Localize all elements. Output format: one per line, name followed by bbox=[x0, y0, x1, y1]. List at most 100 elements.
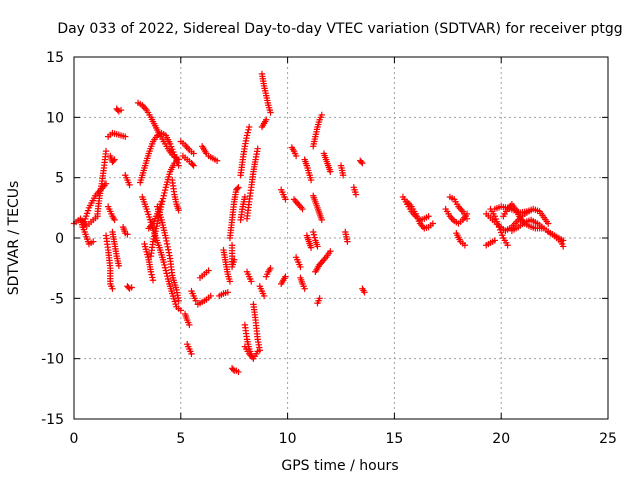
data-point-marker bbox=[83, 212, 90, 220]
data-point-marker bbox=[163, 237, 170, 245]
data-point-marker bbox=[190, 162, 197, 169]
data-point-marker bbox=[142, 105, 149, 112]
data-point-marker bbox=[190, 150, 197, 157]
x-tick-label: 15 bbox=[385, 431, 403, 447]
data-point-marker bbox=[263, 116, 270, 123]
data-point-marker bbox=[245, 123, 253, 131]
grid-lines bbox=[74, 57, 608, 419]
data-point-marker bbox=[241, 193, 249, 201]
data-point-marker bbox=[307, 244, 315, 251]
data-point-marker bbox=[161, 186, 169, 194]
y-tick-label: -15 bbox=[41, 412, 64, 428]
data-point-marker bbox=[122, 133, 129, 140]
data-point-marker bbox=[296, 202, 303, 210]
y-tick-label: 15 bbox=[46, 50, 64, 66]
x-tick-label: 0 bbox=[70, 431, 79, 447]
data-point-marker bbox=[327, 248, 334, 255]
data-point-marker bbox=[321, 255, 328, 263]
data-point-marker bbox=[126, 181, 133, 189]
data-point-marker bbox=[175, 156, 182, 163]
data-point-marker bbox=[301, 285, 308, 292]
data-point-marker bbox=[456, 205, 464, 212]
data-point-marker bbox=[207, 292, 214, 300]
data-point-marker bbox=[109, 285, 116, 292]
data-point-marker bbox=[158, 201, 165, 208]
y-tick-label: 5 bbox=[55, 171, 64, 187]
data-point-marker bbox=[327, 168, 334, 175]
x-tick-label: 10 bbox=[279, 431, 297, 447]
data-point-marker bbox=[299, 205, 306, 213]
data-point-marker bbox=[504, 242, 511, 249]
y-tick-label: 10 bbox=[46, 110, 64, 126]
data-point-marker bbox=[295, 201, 302, 208]
x-tick-label: 5 bbox=[176, 431, 185, 447]
data-point-marker bbox=[149, 274, 156, 281]
data-point-marker bbox=[290, 196, 298, 203]
y-tick-label: -10 bbox=[41, 352, 64, 368]
data-point-marker bbox=[165, 246, 172, 253]
data-point-marker bbox=[314, 243, 321, 250]
data-point-marker bbox=[458, 206, 465, 214]
data-point-marker bbox=[164, 243, 171, 250]
data-point-marker bbox=[231, 256, 238, 263]
data-point-marker bbox=[166, 252, 173, 259]
data-point-marker bbox=[205, 267, 212, 274]
data-point-marker bbox=[310, 231, 318, 238]
data-point-marker bbox=[248, 353, 256, 361]
data-point-marker bbox=[188, 350, 195, 358]
data-point-marker bbox=[292, 152, 300, 160]
data-point-marker bbox=[183, 143, 190, 150]
data-point-marker bbox=[292, 197, 299, 205]
data-point-marker bbox=[297, 204, 305, 211]
chart-title: Day 033 of 2022, Sidereal Day-to-day VTE… bbox=[57, 21, 622, 37]
data-point-marker bbox=[226, 278, 234, 285]
data-point-marker bbox=[406, 201, 414, 209]
data-point-marker bbox=[184, 145, 192, 152]
data-point-marker bbox=[448, 214, 455, 222]
data-point-marker bbox=[160, 192, 167, 199]
data-point-marker bbox=[544, 220, 552, 227]
data-point-marker bbox=[229, 366, 237, 373]
data-point-marker bbox=[267, 109, 274, 116]
data-point-marker bbox=[163, 270, 170, 277]
data-point-marker bbox=[177, 307, 184, 314]
x-tick-label: 20 bbox=[492, 431, 510, 447]
data-point-marker bbox=[234, 185, 241, 192]
data-point-marker bbox=[175, 297, 182, 304]
data-point-marker bbox=[307, 176, 315, 184]
data-point-marker bbox=[463, 215, 471, 222]
data-point-marker bbox=[248, 278, 255, 285]
data-point-marker bbox=[189, 161, 196, 168]
data-point-marker bbox=[352, 191, 360, 198]
data-point-marker bbox=[429, 220, 437, 227]
data-point-marker bbox=[361, 289, 368, 296]
data-point-marker bbox=[316, 295, 323, 302]
data-point-marker bbox=[282, 273, 289, 280]
data-point-marker bbox=[175, 162, 182, 169]
data-point-marker bbox=[559, 243, 567, 250]
data-point-marker bbox=[163, 240, 171, 248]
data-points bbox=[70, 70, 567, 376]
data-point-marker bbox=[224, 289, 231, 296]
data-point-marker bbox=[115, 262, 123, 269]
data-point-marker bbox=[111, 156, 118, 163]
data-point-marker bbox=[111, 216, 118, 224]
data-point-marker bbox=[245, 126, 252, 134]
data-point-marker bbox=[256, 347, 264, 354]
data-point-marker bbox=[243, 132, 251, 139]
data-point-marker bbox=[244, 129, 251, 136]
data-point-marker bbox=[318, 216, 325, 224]
data-point-marker bbox=[117, 106, 125, 114]
y-tick-label: 0 bbox=[55, 231, 64, 247]
data-point-marker bbox=[425, 213, 432, 220]
data-point-marker bbox=[165, 249, 173, 256]
data-point-marker bbox=[235, 184, 242, 191]
data-point-marker bbox=[148, 271, 155, 278]
y-axis-tick-labels: -15 -10 -5 0 5 10 15 bbox=[41, 50, 64, 428]
x-axis-title: GPS time / hours bbox=[281, 458, 398, 474]
data-point-marker bbox=[82, 215, 89, 223]
data-point-marker bbox=[235, 368, 242, 376]
data-point-marker bbox=[282, 196, 289, 203]
data-point-marker bbox=[161, 189, 168, 197]
